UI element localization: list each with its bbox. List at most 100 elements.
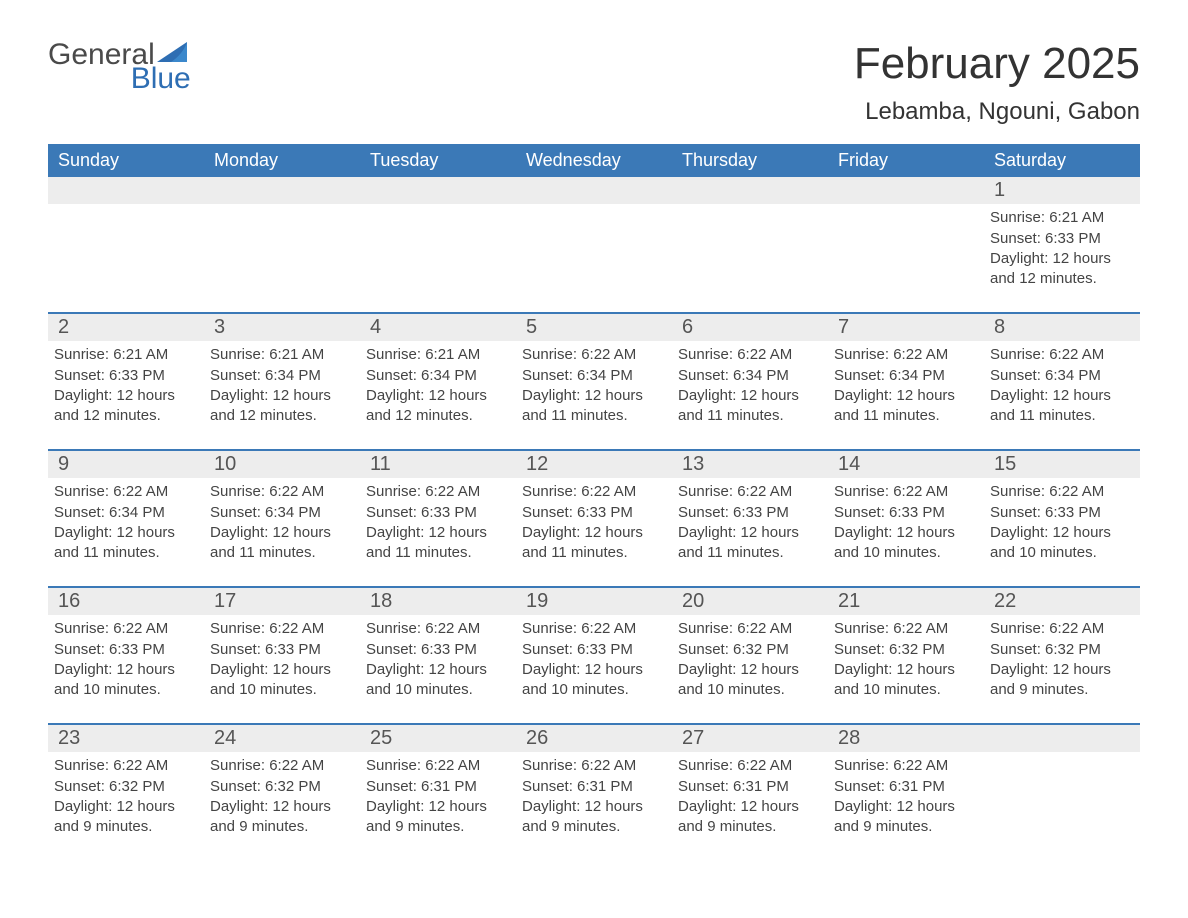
sunrise-label: Sunrise: 6:22 AM <box>834 345 978 365</box>
day1-label: Daylight: 12 hours <box>522 797 666 817</box>
day-header: Sunday <box>48 144 204 177</box>
day-header: Thursday <box>672 144 828 177</box>
sunset-label: Sunset: 6:33 PM <box>522 640 666 660</box>
calendar-cell: Sunrise: 6:22 AMSunset: 6:34 PMDaylight:… <box>516 341 672 445</box>
day2-label: and 11 minutes. <box>678 543 822 563</box>
day-number: 17 <box>204 588 360 615</box>
day-number: 4 <box>360 314 516 341</box>
sunrise-label: Sunrise: 6:21 AM <box>990 208 1134 228</box>
sunset-label: Sunset: 6:33 PM <box>366 640 510 660</box>
day1-label: Daylight: 12 hours <box>54 523 198 543</box>
calendar-cell: Sunrise: 6:22 AMSunset: 6:33 PMDaylight:… <box>48 615 204 719</box>
day2-label: and 10 minutes. <box>522 680 666 700</box>
day2-label: and 10 minutes. <box>210 680 354 700</box>
day2-label: and 10 minutes. <box>366 680 510 700</box>
calendar-cell: Sunrise: 6:22 AMSunset: 6:33 PMDaylight:… <box>672 478 828 582</box>
day-number: 28 <box>828 725 984 752</box>
calendar-cell: Sunrise: 6:21 AMSunset: 6:34 PMDaylight:… <box>204 341 360 445</box>
calendar-cell: Sunrise: 6:22 AMSunset: 6:33 PMDaylight:… <box>360 615 516 719</box>
sunset-label: Sunset: 6:33 PM <box>990 503 1134 523</box>
day1-label: Daylight: 12 hours <box>990 386 1134 406</box>
calendar-cell: Sunrise: 6:22 AMSunset: 6:33 PMDaylight:… <box>516 615 672 719</box>
day-number: 9 <box>48 451 204 478</box>
day1-label: Daylight: 12 hours <box>678 386 822 406</box>
sunset-label: Sunset: 6:33 PM <box>834 503 978 523</box>
sunrise-label: Sunrise: 6:22 AM <box>834 482 978 502</box>
calendar-cell: Sunrise: 6:21 AMSunset: 6:33 PMDaylight:… <box>984 204 1140 308</box>
calendar-cell <box>984 752 1140 856</box>
sunrise-label: Sunrise: 6:22 AM <box>834 619 978 639</box>
calendar-cell <box>360 204 516 308</box>
day-number-row: 1 <box>48 177 1140 204</box>
day2-label: and 10 minutes. <box>834 543 978 563</box>
day-number: 21 <box>828 588 984 615</box>
sunrise-label: Sunrise: 6:21 AM <box>366 345 510 365</box>
day2-label: and 9 minutes. <box>522 817 666 837</box>
calendar-cell <box>204 204 360 308</box>
day2-label: and 11 minutes. <box>678 406 822 426</box>
title-block: February 2025 Lebamba, Ngouni, Gabon <box>854 40 1140 126</box>
sunrise-label: Sunrise: 6:22 AM <box>210 619 354 639</box>
day-number: 8 <box>984 314 1140 341</box>
sunset-label: Sunset: 6:33 PM <box>54 366 198 386</box>
sunrise-label: Sunrise: 6:22 AM <box>210 756 354 776</box>
day1-label: Daylight: 12 hours <box>990 523 1134 543</box>
sunset-label: Sunset: 6:33 PM <box>522 503 666 523</box>
calendar-cell: Sunrise: 6:22 AMSunset: 6:34 PMDaylight:… <box>828 341 984 445</box>
calendar-cell: Sunrise: 6:22 AMSunset: 6:33 PMDaylight:… <box>828 478 984 582</box>
day2-label: and 9 minutes. <box>678 817 822 837</box>
day-number: 2 <box>48 314 204 341</box>
calendar-cell: Sunrise: 6:22 AMSunset: 6:33 PMDaylight:… <box>360 478 516 582</box>
day2-label: and 12 minutes. <box>210 406 354 426</box>
sunrise-label: Sunrise: 6:22 AM <box>522 756 666 776</box>
day2-label: and 12 minutes. <box>990 269 1134 289</box>
day-number: 11 <box>360 451 516 478</box>
calendar-cell: Sunrise: 6:21 AMSunset: 6:33 PMDaylight:… <box>48 341 204 445</box>
sunrise-label: Sunrise: 6:22 AM <box>366 756 510 776</box>
day-number <box>672 177 828 204</box>
day-header-row: Sunday Monday Tuesday Wednesday Thursday… <box>48 144 1140 177</box>
calendar-cell <box>48 204 204 308</box>
day1-label: Daylight: 12 hours <box>834 797 978 817</box>
weeks-container: 1Sunrise: 6:21 AMSunset: 6:33 PMDaylight… <box>48 177 1140 856</box>
day1-label: Daylight: 12 hours <box>834 660 978 680</box>
calendar-cell: Sunrise: 6:22 AMSunset: 6:31 PMDaylight:… <box>672 752 828 856</box>
sunrise-label: Sunrise: 6:22 AM <box>990 619 1134 639</box>
sunrise-label: Sunrise: 6:22 AM <box>210 482 354 502</box>
calendar-cell: Sunrise: 6:22 AMSunset: 6:34 PMDaylight:… <box>984 341 1140 445</box>
day1-label: Daylight: 12 hours <box>834 523 978 543</box>
day2-label: and 11 minutes. <box>990 406 1134 426</box>
day-number: 6 <box>672 314 828 341</box>
day2-label: and 9 minutes. <box>366 817 510 837</box>
day-number: 7 <box>828 314 984 341</box>
day1-label: Daylight: 12 hours <box>522 523 666 543</box>
day1-label: Daylight: 12 hours <box>54 386 198 406</box>
day1-label: Daylight: 12 hours <box>834 386 978 406</box>
sunset-label: Sunset: 6:34 PM <box>678 366 822 386</box>
sunrise-label: Sunrise: 6:22 AM <box>522 345 666 365</box>
calendar-cell <box>516 204 672 308</box>
sunrise-label: Sunrise: 6:22 AM <box>54 619 198 639</box>
day2-label: and 11 minutes. <box>834 406 978 426</box>
sunset-label: Sunset: 6:34 PM <box>834 366 978 386</box>
day-header: Monday <box>204 144 360 177</box>
day2-label: and 10 minutes. <box>834 680 978 700</box>
calendar-cell: Sunrise: 6:22 AMSunset: 6:32 PMDaylight:… <box>48 752 204 856</box>
day2-label: and 11 minutes. <box>210 543 354 563</box>
day1-label: Daylight: 12 hours <box>678 523 822 543</box>
sunrise-label: Sunrise: 6:22 AM <box>678 345 822 365</box>
day-number <box>360 177 516 204</box>
calendar-cell: Sunrise: 6:22 AMSunset: 6:33 PMDaylight:… <box>516 478 672 582</box>
calendar-cell: Sunrise: 6:22 AMSunset: 6:31 PMDaylight:… <box>516 752 672 856</box>
day-header: Friday <box>828 144 984 177</box>
day-number-row: 2345678 <box>48 314 1140 341</box>
day-number: 15 <box>984 451 1140 478</box>
sunset-label: Sunset: 6:31 PM <box>366 777 510 797</box>
day1-label: Daylight: 12 hours <box>522 660 666 680</box>
day1-label: Daylight: 12 hours <box>366 660 510 680</box>
sunset-label: Sunset: 6:32 PM <box>210 777 354 797</box>
day2-label: and 9 minutes. <box>834 817 978 837</box>
location-label: Lebamba, Ngouni, Gabon <box>854 98 1140 126</box>
sunset-label: Sunset: 6:33 PM <box>54 640 198 660</box>
day1-label: Daylight: 12 hours <box>210 660 354 680</box>
